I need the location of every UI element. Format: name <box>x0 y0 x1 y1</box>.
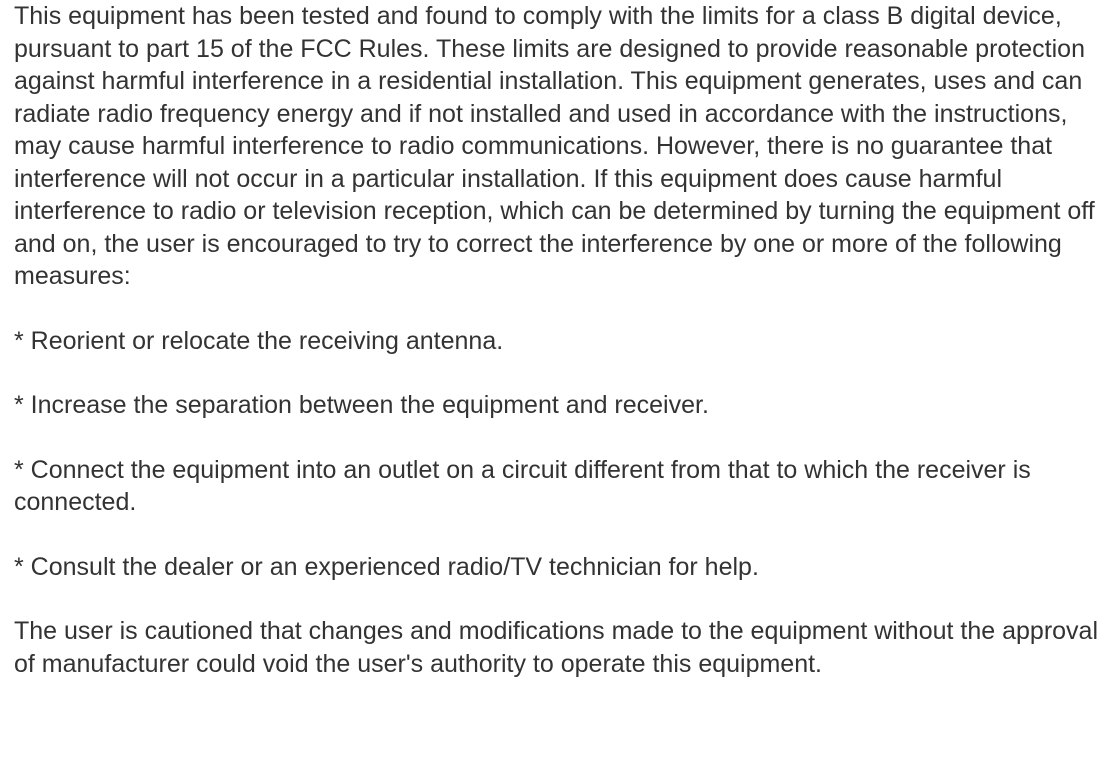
bullet-item: * Increase the separation between the eq… <box>14 389 1106 422</box>
bullet-item: * Consult the dealer or an experienced r… <box>14 551 1106 584</box>
intro-paragraph: This equipment has been tested and found… <box>14 0 1106 293</box>
closing-paragraph: The user is cautioned that changes and m… <box>14 615 1106 680</box>
bullet-item: * Connect the equipment into an outlet o… <box>14 454 1106 519</box>
bullet-item: * Reorient or relocate the receiving ant… <box>14 325 1106 358</box>
